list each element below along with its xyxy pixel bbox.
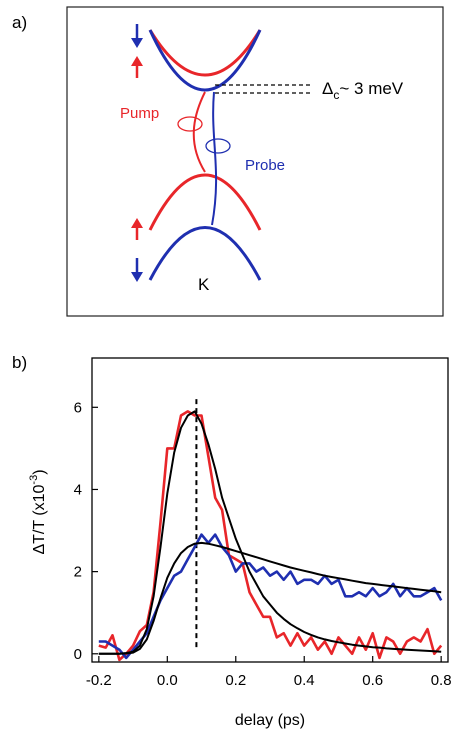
spin-up-arrow-top <box>131 56 143 78</box>
series-group <box>98 410 443 662</box>
pump-label: Pump <box>120 105 159 122</box>
y-tick-label: 6 <box>74 399 82 416</box>
spin-up-arrow-bottom <box>131 218 143 240</box>
panel-a-label: a) <box>12 13 27 32</box>
spin-down-arrow-bottom <box>131 258 143 282</box>
conduction-band-blue <box>148 29 262 92</box>
probe-label: Probe <box>245 157 285 174</box>
panel-b-label: b) <box>12 353 27 372</box>
plot-frame <box>91 357 449 663</box>
x-tick-label: 0.8 <box>431 672 452 689</box>
conduction-band-red <box>148 29 262 77</box>
spin-down-arrow-top <box>131 24 143 48</box>
x-tick-label: -0.2 <box>86 672 112 689</box>
x-axis: -0.2 0.0 0.2 0.4 0.6 0.8 <box>86 656 452 689</box>
pump-polarization-icon <box>177 116 203 132</box>
red-fit-curve <box>98 410 442 655</box>
probe-polarization-icon <box>205 138 231 154</box>
y-tick-label: 4 <box>74 481 82 498</box>
probe-transition <box>211 91 218 226</box>
y-tick-label: 2 <box>74 564 82 581</box>
x-axis-label: delay (ps) <box>235 712 305 729</box>
valence-band-blue <box>148 226 262 281</box>
valence-band-red <box>148 173 262 231</box>
y-tick-label: 0 <box>74 646 82 663</box>
x-tick-label: 0.6 <box>362 672 383 689</box>
y-axis: 0 2 4 6 <box>74 399 98 663</box>
red-trace <box>98 410 443 662</box>
blue-fit-curve <box>98 541 442 655</box>
x-tick-label: 0.2 <box>225 672 246 689</box>
y-axis-label: ΔT/T (x10-3) <box>28 469 48 554</box>
panel-a-frame <box>66 6 444 317</box>
gap-annotation: Δc~ 3 meV <box>322 79 404 102</box>
x-tick-label: 0.4 <box>294 672 315 689</box>
x-tick-label: 0.0 <box>157 672 178 689</box>
pump-transition <box>192 91 206 173</box>
valley-label: K <box>198 275 210 294</box>
